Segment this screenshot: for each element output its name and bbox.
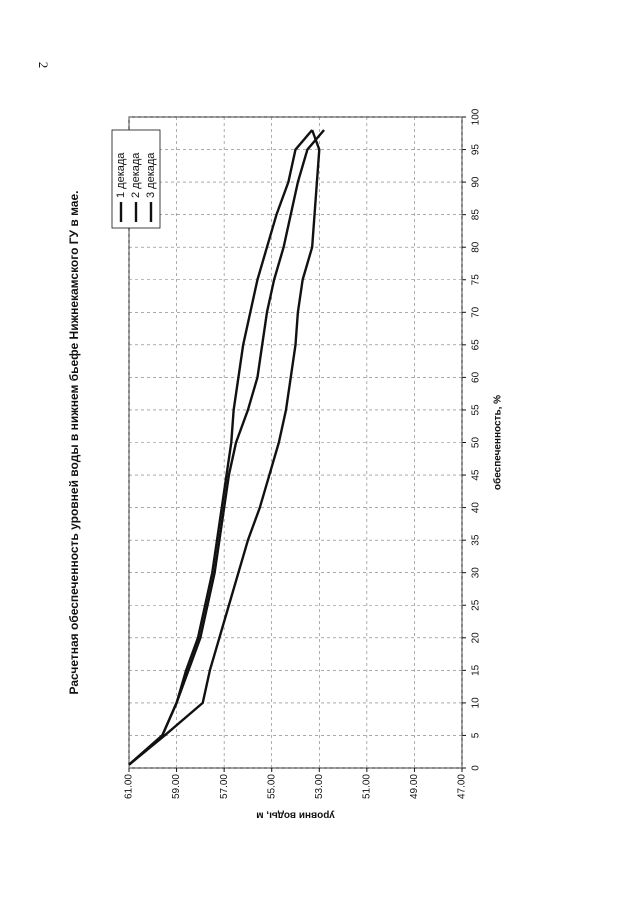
x-tick-label: 10	[471, 697, 482, 709]
x-tick-label: 30	[471, 567, 482, 579]
x-tick-label: 0	[471, 765, 482, 771]
y-tick-label: 47.00	[457, 774, 468, 799]
x-axis-label: обеспеченность, %	[492, 395, 504, 490]
x-tick-label: 55	[471, 404, 482, 416]
legend-label: 1 декада	[115, 152, 127, 198]
x-tick-label: 65	[471, 339, 482, 351]
chart-title: Расчетная обеспеченность уровней воды в …	[67, 191, 81, 695]
chart: 0 5 10 15 20 25 30 35 40 45 50 55 60 65 70 75 80 85 90 95 10…	[67, 108, 503, 820]
x-tick-label: 35	[471, 534, 482, 546]
y-tick-label: 57.00	[219, 774, 230, 799]
x-tick-label: 5	[471, 732, 482, 738]
x-tick-label: 45	[471, 469, 482, 481]
data-line	[128, 129, 321, 766]
y-tick-label: 53.00	[314, 774, 325, 799]
x-tick-label: 95	[471, 144, 482, 156]
legend-box	[111, 129, 161, 229]
data-line	[128, 129, 314, 766]
x-tick-label: 40	[471, 502, 482, 514]
legend-label: 3 декада	[145, 152, 157, 198]
y-tick-label: 51.00	[361, 774, 372, 799]
y-tick-label: 55.00	[266, 774, 277, 799]
x-tick-label: 85	[471, 209, 482, 221]
x-tick-label: 50	[471, 437, 482, 449]
y-tick-label: 59.00	[171, 774, 182, 799]
x-tick-label: 25	[471, 599, 482, 611]
x-tick-label: 70	[471, 306, 482, 318]
data-line	[128, 129, 325, 766]
x-tick-label: 20	[471, 632, 482, 644]
x-tick-label: 100	[471, 108, 482, 125]
y-tick-label: 61.00	[124, 774, 135, 799]
x-tick-label: 90	[471, 176, 482, 188]
y-axis-label: уровни воды, м	[256, 809, 335, 820]
y-tick-label: 49.00	[409, 774, 420, 799]
legend-label: 2 декада	[130, 152, 142, 198]
x-tick-label: 15	[471, 664, 482, 676]
x-tick-label: 75	[471, 274, 482, 286]
x-tick-label: 60	[471, 371, 482, 383]
x-tick-label: 80	[471, 241, 482, 253]
page-number: 2	[36, 62, 51, 69]
